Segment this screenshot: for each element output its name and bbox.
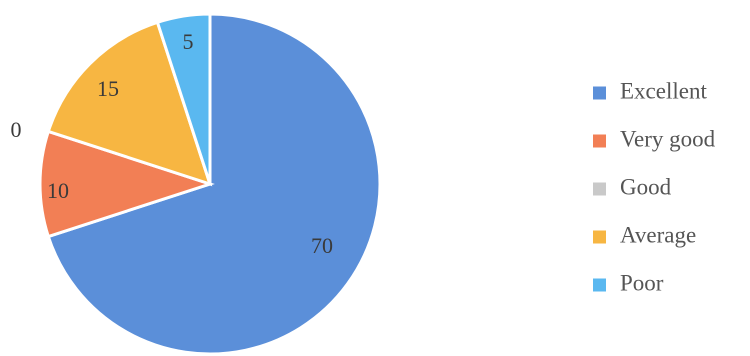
- legend-swatch-excellent: [593, 86, 606, 100]
- data-label-very-good: 10: [47, 178, 69, 203]
- pie-slice-very-good: [38, 129, 215, 239]
- data-label-excellent: 70: [311, 233, 333, 258]
- legend-label-good: Good: [620, 174, 672, 199]
- legend-label-very-good: Very good: [620, 126, 716, 151]
- pie-data-labels: 70 10 0 15 5: [11, 29, 334, 258]
- legend-label-poor: Poor: [620, 270, 664, 295]
- legend-label-average: Average: [620, 222, 696, 247]
- legend-label-excellent: Excellent: [620, 78, 707, 103]
- chart-legend: Excellent Very good Good Average Poor: [593, 78, 716, 295]
- legend-swatch-good: [593, 182, 606, 196]
- pie-slice-poor: [155, 12, 212, 185]
- data-label-average: 15: [97, 76, 119, 101]
- legend-swatch-very-good: [593, 134, 606, 148]
- legend-swatch-poor: [593, 278, 606, 292]
- data-label-poor: 5: [183, 29, 194, 54]
- data-label-good: 0: [11, 117, 22, 142]
- pie-slices: [38, 12, 382, 356]
- legend-swatch-average: [593, 230, 606, 244]
